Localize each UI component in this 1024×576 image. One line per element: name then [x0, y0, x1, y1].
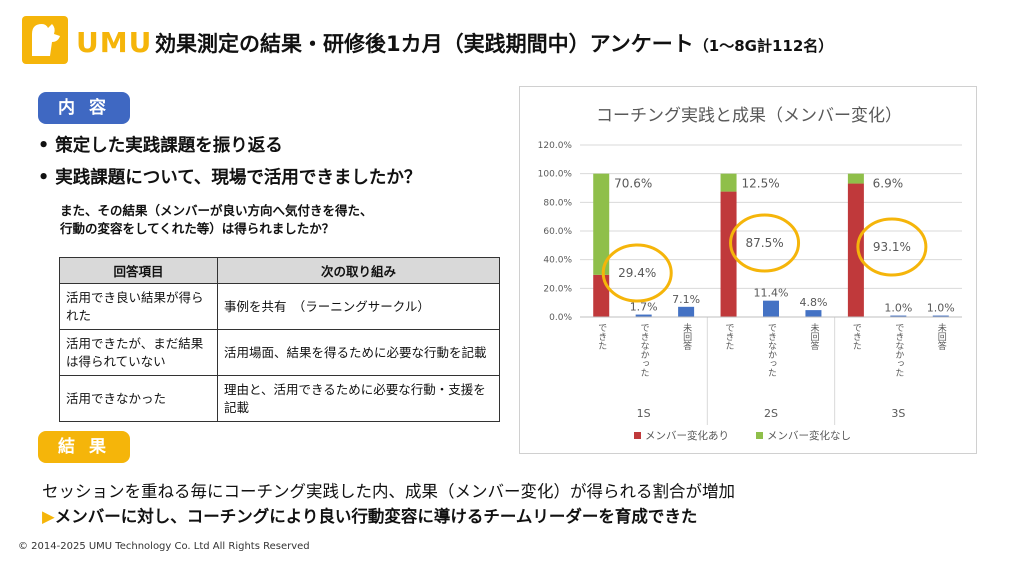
y-tick-label: 0.0% — [549, 313, 572, 323]
highlight-circle — [856, 217, 928, 277]
bar-no-answer — [932, 315, 949, 317]
conclusion: ▶メンバーに対し、コーチングにより良い行動変容に導けるチームリーダーを育成できた — [42, 503, 697, 527]
x-subcategory-label: 未回答 — [936, 322, 947, 351]
data-label-no-answer: 1.0% — [927, 302, 955, 315]
y-tick-label: 60.0% — [543, 227, 572, 237]
conclusion-text: メンバーに対し、コーチングにより良い行動変容に導けるチームリーダーを育成できた — [54, 507, 698, 526]
data-label-no-answer: 7.1% — [672, 293, 700, 306]
x-group-label: 2S — [764, 407, 778, 420]
logo-text: UMU — [76, 26, 153, 59]
note-line: また、その結果（メンバーが良い方向へ気付きを得た、 — [60, 203, 373, 218]
table-header-row: 回答項目 次の取り組み — [59, 257, 500, 284]
bullet-list: • 策定した実践課題を振り返る • 実践課題について、現場で活用できましたか？ — [38, 132, 421, 196]
umu-logo: UMU — [22, 14, 151, 68]
bar-cannot — [890, 315, 907, 317]
data-label-changed: 87.5% — [745, 236, 783, 250]
bar-no-answer — [678, 306, 695, 317]
data-label-changed: 29.4% — [618, 266, 656, 280]
table-cell: 理由と、活用できるために必要な行動・支援を記載 — [217, 375, 500, 422]
x-subcategory-label: できなかった — [766, 323, 777, 377]
data-label-cannot: 1.7% — [630, 301, 658, 314]
table-row: 活用できたが、まだ結果は得られていない 活用場面、結果を得るために必要な行動を記… — [59, 329, 500, 376]
legend-label: メンバー変化なし — [767, 429, 851, 442]
table-header: 次の取り組み — [217, 257, 500, 284]
x-subcategory-label: できた — [596, 323, 607, 350]
y-tick-label: 100.0% — [538, 170, 573, 180]
bullet-item: • 策定した実践課題を振り返る — [38, 136, 283, 156]
data-label-cannot: 1.0% — [884, 302, 912, 315]
response-table: 回答項目 次の取り組み 活用でき良い結果が得られた 事例を共有 （ラーニングサー… — [59, 257, 500, 422]
result-text: セッションを重ねる毎にコーチング実践した内、成果（メンバー変化）が得られる割合が… — [42, 482, 735, 501]
y-tick-label: 120.0% — [538, 141, 573, 151]
legend-swatch — [634, 432, 641, 439]
table-cell: 活用でき良い結果が得られた — [59, 283, 218, 330]
logo-mark-icon — [22, 16, 68, 64]
bar-unchanged — [847, 173, 864, 184]
data-label-unchanged: 6.9% — [873, 177, 904, 191]
note-line: 行動の変容をしてくれた等）は得られましたか？ — [60, 221, 335, 236]
chart-title: コーチング実践と成果（メンバー変化） — [596, 106, 902, 126]
bar-changed — [593, 274, 610, 317]
table-header: 回答項目 — [59, 257, 218, 284]
bar-no-answer — [805, 310, 822, 317]
x-subcategory-label: できなかった — [893, 323, 904, 377]
highlight-circle — [601, 243, 673, 303]
highlight-circle — [729, 213, 801, 273]
bar-cannot — [635, 314, 652, 317]
content-badge: 内 容 — [38, 92, 130, 124]
table-row: 活用できなかった 理由と、活用できるために必要な行動・支援を記載 — [59, 375, 500, 422]
table-row: 活用でき良い結果が得られた 事例を共有 （ラーニングサークル） — [59, 283, 500, 330]
coaching-result-chart: コーチング実践と成果（メンバー変化） 0.0% 20.0% 40.0% 60.0% 80.… — [519, 86, 977, 454]
x-subcategory-label: できた — [724, 323, 735, 350]
x-subcategory-label: できなかった — [639, 323, 649, 377]
data-label-unchanged: 12.5% — [741, 177, 779, 191]
x-subcategory-label: できた — [851, 323, 862, 350]
data-label-unchanged: 70.6% — [614, 177, 652, 191]
chart-svg: コーチング実践と成果（メンバー変化） 0.0% 20.0% 40.0% 60.0% 80.… — [538, 106, 962, 442]
bullet-item: • 実践課題について、現場で活用できましたか？ — [38, 168, 422, 188]
x-group-label: 3S — [891, 407, 905, 420]
data-label-cannot: 11.4% — [754, 287, 789, 300]
table-cell: 活用場面、結果を得るために必要な行動を記載 — [217, 329, 500, 376]
result-badge: 結 果 — [38, 431, 130, 463]
arrow-icon: ▶ — [42, 507, 55, 526]
question-note: また、その結果（メンバーが良い方向へ気付きを得た、 行動の変容をしてくれた等）は… — [60, 202, 373, 238]
bar-changed — [847, 183, 864, 317]
bar-unchanged — [593, 173, 610, 275]
y-tick-label: 20.0% — [543, 284, 572, 294]
page-title: 効果測定の結果・研修後1カ月（実践期間中）アンケート（1～8G計112名） — [155, 28, 833, 58]
x-group-label: 1S — [637, 407, 651, 420]
table-cell: 事例を共有 （ラーニングサークル） — [217, 283, 500, 330]
x-subcategory-label: 未回答 — [681, 322, 692, 351]
bar-cannot — [763, 300, 779, 317]
title-sub: （1～8G計112名） — [693, 37, 834, 55]
title-main: 効果測定の結果・研修後1カ月（実践期間中）アンケート — [155, 32, 694, 56]
x-subcategory-label: 未回答 — [808, 322, 819, 351]
table-cell: 活用できたが、まだ結果は得られていない — [59, 329, 218, 376]
legend-swatch — [756, 432, 763, 439]
copyright-footer: © 2014-2025 UMU Technology Co. Ltd All R… — [18, 541, 310, 552]
table-cell: 活用できなかった — [59, 375, 218, 422]
bar-changed — [720, 191, 737, 317]
legend-label: メンバー変化あり — [645, 429, 729, 442]
y-tick-label: 80.0% — [543, 198, 572, 208]
y-tick-label: 40.0% — [543, 256, 572, 266]
bar-unchanged — [720, 173, 737, 192]
data-label-changed: 93.1% — [873, 240, 911, 254]
data-label-no-answer: 4.8% — [799, 296, 827, 309]
